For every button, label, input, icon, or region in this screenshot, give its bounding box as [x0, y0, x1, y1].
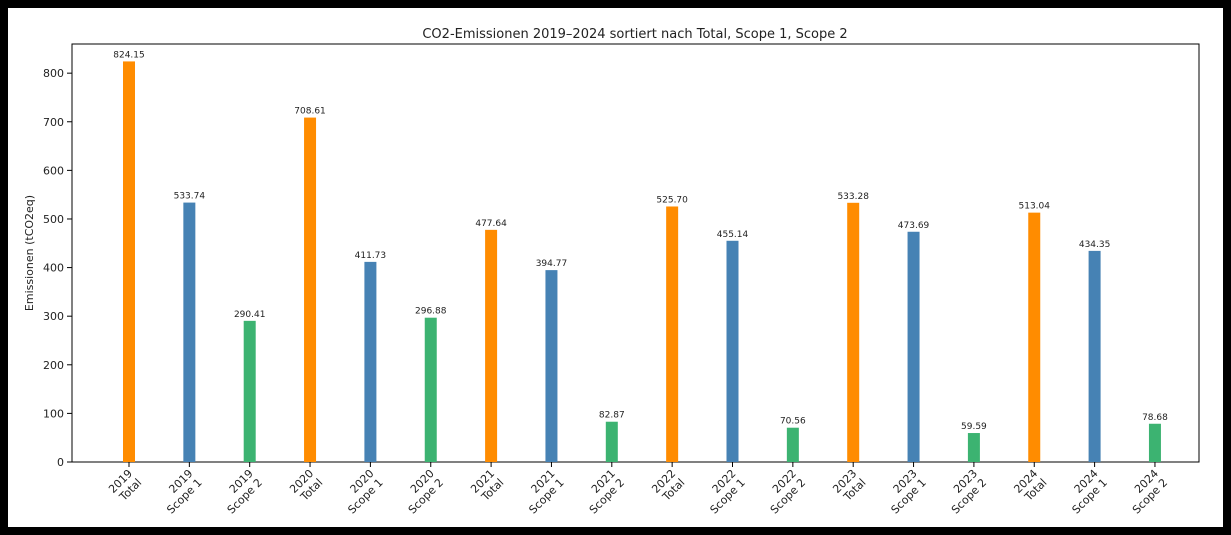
- x-tick-label: 2022Total: [649, 467, 687, 505]
- plot-area: [71, 43, 1200, 463]
- bar-scope-1: [1088, 250, 1101, 462]
- bar-total: [1028, 212, 1041, 462]
- bar-scope-1: [545, 270, 558, 462]
- y-tick-label: 600: [43, 164, 64, 177]
- x-tick-label: 2021Total: [468, 467, 506, 505]
- bar-value-label: 394.77: [536, 259, 568, 269]
- bar-scope-2: [1148, 423, 1161, 462]
- x-tick-label: 2023Scope 2: [940, 467, 990, 517]
- y-tick-label: 300: [43, 310, 64, 323]
- bar-value-label: 434.35: [1079, 240, 1111, 250]
- bar-value-label: 82.87: [599, 411, 625, 421]
- bar-value-label: 411.73: [355, 251, 387, 261]
- bar-value-label: 533.28: [837, 192, 869, 202]
- bar-scope-1: [907, 231, 920, 462]
- bar-scope-2: [786, 427, 799, 462]
- x-tick-label: 2021Scope 1: [517, 467, 567, 517]
- y-axis-ticks: 0 100 200 300 400 500 600 700 800: [43, 67, 72, 469]
- bar-value-label: 708.61: [294, 107, 326, 117]
- y-tick-label: 700: [43, 116, 64, 129]
- bar-value-label: 70.56: [780, 417, 806, 427]
- y-tick-label: 500: [43, 213, 64, 226]
- bar-value-label: 455.14: [717, 230, 749, 240]
- x-tick-label: 2022Scope 1: [698, 467, 748, 517]
- x-tick-label: 2023Scope 1: [879, 467, 929, 517]
- bar-scope-2: [967, 433, 980, 462]
- bar-value-label: 513.04: [1019, 202, 1051, 212]
- x-tick-label: 2024Scope 2: [1121, 467, 1171, 517]
- bar-value-label: 533.74: [174, 192, 206, 202]
- bar-value-label: 290.41: [234, 310, 266, 320]
- x-tick-label: 2019Scope 2: [216, 467, 266, 517]
- bar-scope-1: [183, 202, 196, 463]
- x-tick-label: 2024Total: [1011, 467, 1049, 505]
- y-tick-label: 100: [43, 407, 64, 420]
- bar-scope-1: [364, 261, 377, 462]
- bar-total: [666, 206, 679, 462]
- x-tick-label: 2021Scope 2: [578, 467, 628, 517]
- y-tick-label: 0: [57, 456, 64, 469]
- x-tick-label: 2020Total: [287, 467, 325, 505]
- y-tick-label: 400: [43, 262, 64, 275]
- x-tick-label: 2020Scope 1: [336, 467, 386, 517]
- bar-value-label: 824.15: [113, 50, 145, 60]
- x-tick-label: 2020Scope 2: [397, 467, 447, 517]
- bar-value-label: 78.68: [1142, 413, 1168, 423]
- y-axis-label: Emissionen (tCO2eq): [23, 195, 36, 311]
- x-tick-label: 2019Scope 1: [155, 467, 205, 517]
- chart-title: CO2-Emissionen 2019–2024 sortiert nach T…: [422, 27, 847, 42]
- x-axis-ticks: 2019Total 2019Scope 1 2019Scope 2 2020Total…: [106, 462, 1170, 516]
- bar-total: [123, 61, 135, 462]
- x-tick-label: 2023Total: [830, 467, 868, 505]
- y-tick-label: 800: [43, 67, 64, 80]
- bar-value-label: 296.88: [415, 307, 447, 317]
- bar-total: [847, 202, 860, 462]
- x-tick-label: 2024Scope 1: [1060, 467, 1110, 517]
- bar-value-label: 477.64: [475, 219, 507, 229]
- bars: [123, 61, 1161, 463]
- y-tick-label: 200: [43, 359, 64, 372]
- bar-scope-2: [424, 317, 437, 462]
- bar-scope-2: [605, 421, 618, 462]
- bar-scope-1: [726, 240, 739, 462]
- x-tick-label: 2022Scope 2: [759, 467, 809, 517]
- x-tick-label: 2019Total: [106, 467, 144, 505]
- bar-value-labels: 824.15 533.74 290.41 708.61 411.73 296.88 477.…: [113, 50, 1168, 432]
- bar-total: [485, 229, 498, 462]
- bar-value-label: 59.59: [961, 422, 987, 432]
- bar-total: [304, 117, 317, 462]
- bar-value-label: 473.69: [898, 221, 930, 231]
- bar-scope-2: [243, 320, 256, 462]
- bar-value-label: 525.70: [656, 195, 688, 205]
